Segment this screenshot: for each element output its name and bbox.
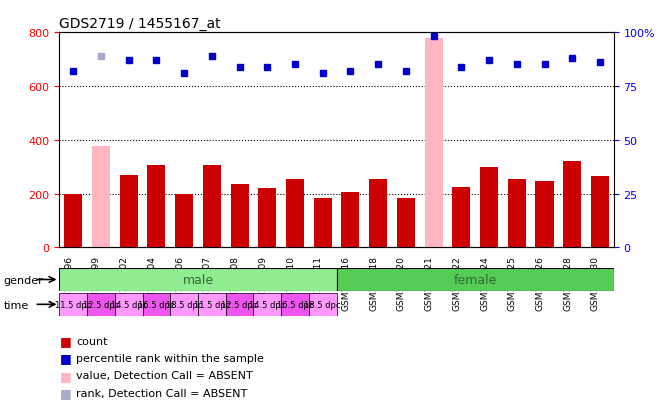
Bar xyxy=(397,198,415,248)
Bar xyxy=(314,198,332,248)
Text: 12.5 dpc: 12.5 dpc xyxy=(221,300,258,309)
Bar xyxy=(480,167,498,248)
Bar xyxy=(226,293,253,316)
Bar xyxy=(309,293,337,316)
Bar xyxy=(341,193,360,248)
Bar xyxy=(59,293,87,316)
Text: time: time xyxy=(3,300,28,310)
Text: 18.5 dpc: 18.5 dpc xyxy=(166,300,203,309)
Bar xyxy=(591,177,609,248)
Bar xyxy=(170,293,198,316)
Bar xyxy=(230,185,249,248)
Text: ■: ■ xyxy=(59,334,71,347)
Text: 14.5 dpc: 14.5 dpc xyxy=(249,300,286,309)
Bar xyxy=(286,179,304,248)
Text: male: male xyxy=(182,273,214,286)
Text: ■: ■ xyxy=(59,351,71,365)
Text: rank, Detection Call = ABSENT: rank, Detection Call = ABSENT xyxy=(76,388,247,398)
Text: GDS2719 / 1455167_at: GDS2719 / 1455167_at xyxy=(59,17,221,31)
Text: percentile rank within the sample: percentile rank within the sample xyxy=(76,353,264,363)
Text: 14.5 dpc: 14.5 dpc xyxy=(110,300,147,309)
Bar xyxy=(563,162,581,248)
Bar xyxy=(64,194,82,248)
Bar xyxy=(535,182,554,248)
Text: ■: ■ xyxy=(59,369,71,382)
Text: 16.5 dpc: 16.5 dpc xyxy=(138,300,175,309)
Bar xyxy=(452,188,471,248)
Text: gender: gender xyxy=(3,275,43,285)
Bar xyxy=(175,194,193,248)
Bar xyxy=(258,189,277,248)
Bar xyxy=(337,268,614,291)
Bar xyxy=(143,293,170,316)
Text: female: female xyxy=(453,273,497,286)
Bar xyxy=(59,268,337,291)
Text: count: count xyxy=(76,336,108,346)
Bar xyxy=(508,179,526,248)
Text: 12.5 dpc: 12.5 dpc xyxy=(82,300,119,309)
Bar xyxy=(424,38,443,248)
Bar xyxy=(369,179,387,248)
Bar xyxy=(115,293,143,316)
Bar xyxy=(87,293,115,316)
Bar xyxy=(281,293,309,316)
Text: ■: ■ xyxy=(59,386,71,399)
Text: value, Detection Call = ABSENT: value, Detection Call = ABSENT xyxy=(76,370,253,380)
Text: 16.5 dpc: 16.5 dpc xyxy=(277,300,313,309)
Text: 11.5 dpc: 11.5 dpc xyxy=(55,300,92,309)
Bar xyxy=(203,166,221,248)
Bar xyxy=(119,175,138,248)
Text: 11.5 dpc: 11.5 dpc xyxy=(193,300,230,309)
Bar xyxy=(253,293,281,316)
Text: 18.5 dpc: 18.5 dpc xyxy=(304,300,341,309)
Bar xyxy=(198,293,226,316)
Bar xyxy=(92,147,110,248)
Bar xyxy=(147,166,166,248)
